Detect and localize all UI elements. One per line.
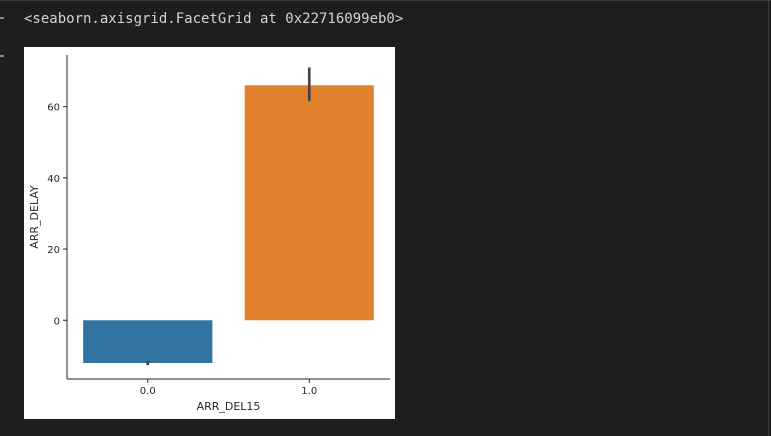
cell-gutter-marker (0, 55, 4, 57)
cell-output-repr: <seaborn.axisgrid.FacetGrid at 0x2271609… (24, 11, 404, 27)
y-ticks-group: 0 20 40 60 (47, 103, 67, 327)
x-axis-label: ARR_DEL15 (197, 400, 261, 413)
bar-1-0 (244, 85, 374, 321)
bar-chart: 0 20 40 60 0.0 1.0 ARR_DEL15 ARR_DELAY (28, 55, 390, 413)
y-tick-label: 40 (47, 174, 60, 185)
y-tick-label: 60 (47, 103, 60, 114)
bars-group (83, 85, 374, 363)
x-ticks-group: 0.0 1.0 (140, 379, 317, 397)
y-tick-label: 20 (47, 245, 60, 256)
cell-top-border (0, 0, 771, 1)
bar-0-0 (83, 320, 213, 363)
y-axis-label: ARR_DELAY (28, 185, 41, 249)
cell-gutter-marker (0, 17, 4, 19)
x-tick-label: 0.0 (140, 386, 156, 397)
y-tick-label: 0 (54, 316, 60, 327)
x-tick-label: 1.0 (301, 386, 317, 397)
scrollbar-track[interactable] (768, 0, 769, 436)
chart-figure: 0 20 40 60 0.0 1.0 ARR_DEL15 ARR_DELAY (24, 47, 395, 419)
error-bars-group (146, 67, 311, 366)
